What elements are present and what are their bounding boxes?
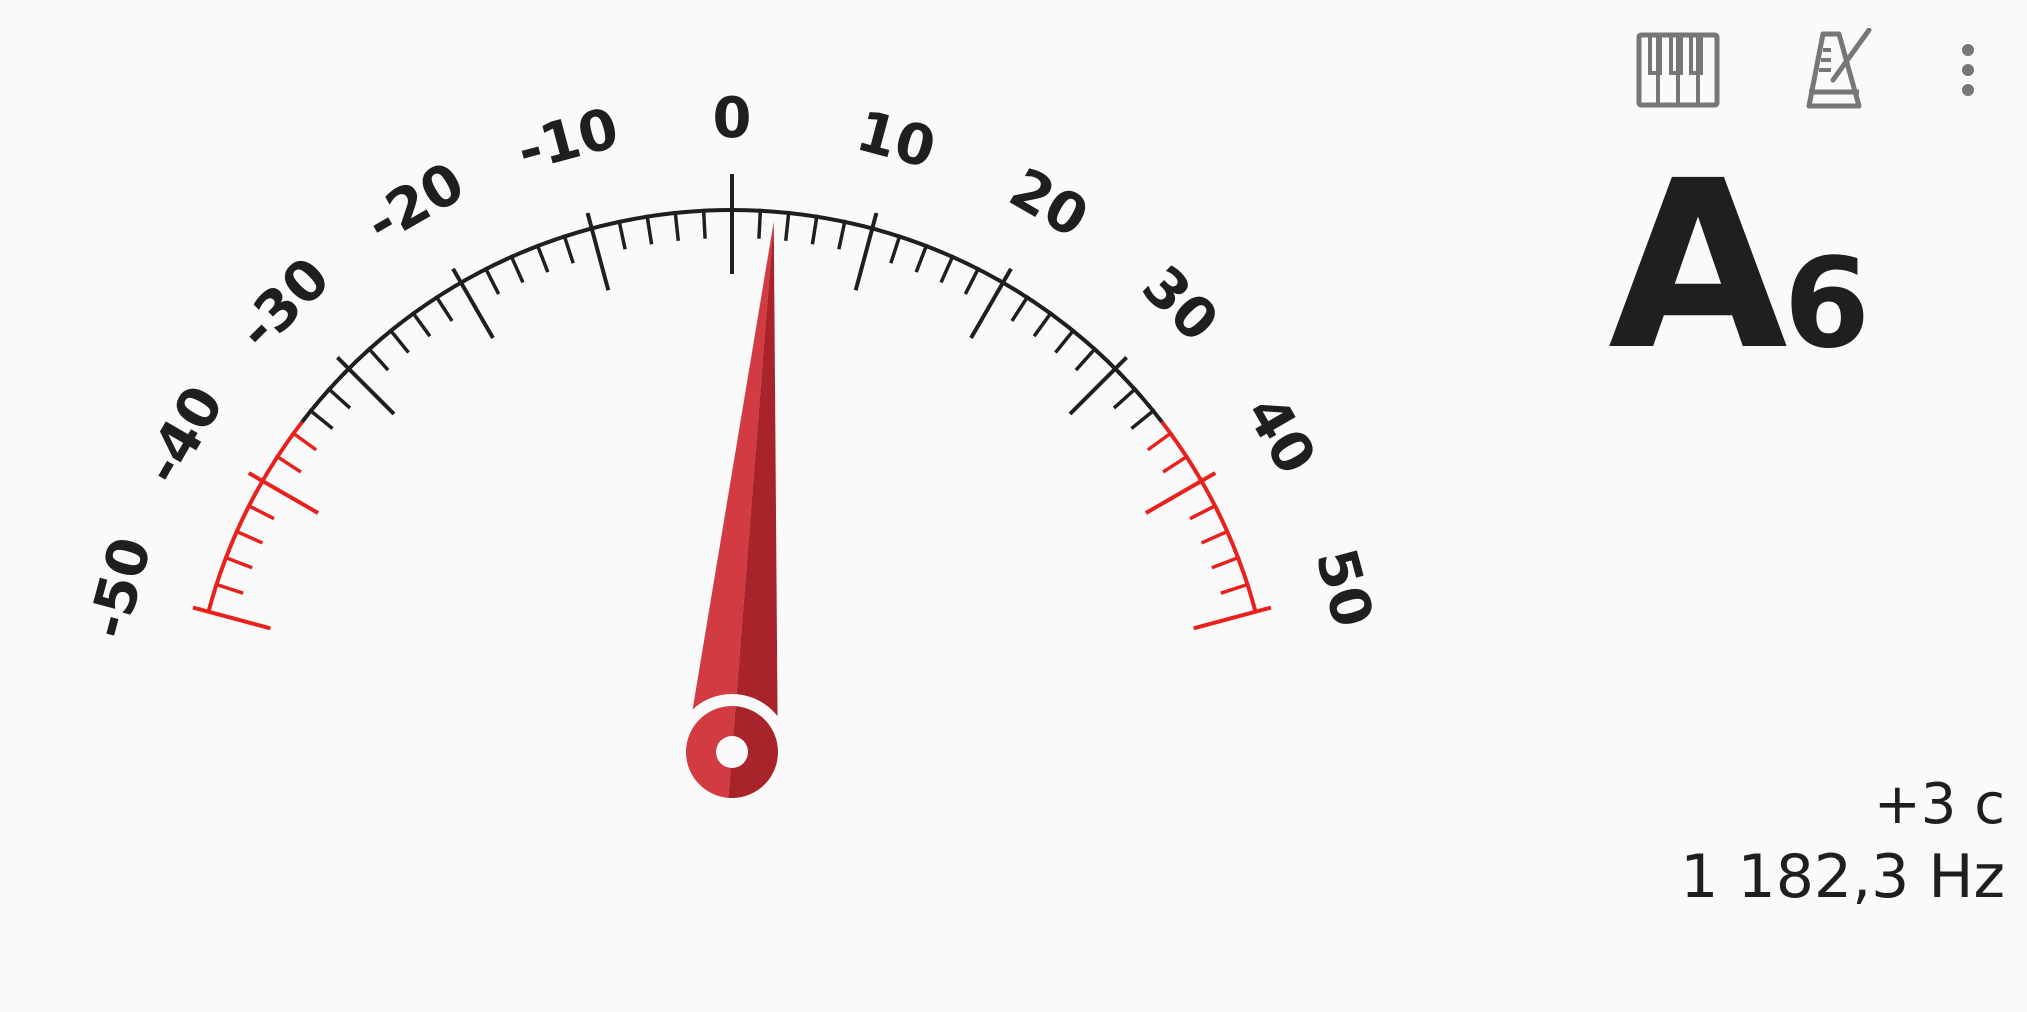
gauge-tick (247, 471, 320, 515)
gauge-tick (274, 454, 302, 474)
gauge-tick (246, 503, 275, 521)
piano-keyboard-icon (1636, 32, 1720, 108)
scale-label: -30 (225, 245, 343, 363)
more-vertical-icon (1962, 44, 1974, 96)
scale-label: -40 (130, 375, 237, 495)
needle-hub-dark (728, 706, 778, 798)
cents-offset: +3 c (1873, 772, 2005, 837)
gauge-tick (810, 214, 819, 245)
scale-label: 10 (850, 99, 942, 182)
gauge-tick (388, 328, 410, 354)
gauge-tick (837, 219, 847, 250)
arc-warning-right (1160, 420, 1258, 613)
detected-note: A6 (1608, 150, 1870, 382)
gauge-tick (451, 267, 495, 340)
scale-label: -10 (511, 96, 626, 185)
gauge-tick (483, 266, 501, 295)
gauge-tick (234, 529, 264, 545)
gauge-tick (969, 267, 1013, 340)
scale-label: 40 (1233, 385, 1328, 485)
needle-blade-dark (732, 221, 778, 756)
gauge-tick (1054, 328, 1076, 354)
gauge-tick (336, 356, 396, 416)
gauge-tick (1220, 582, 1250, 595)
gauge-tick (1074, 346, 1098, 372)
gauge-scale-arc (206, 207, 1258, 613)
gauge-tick (1032, 310, 1054, 338)
arc-warning-left (206, 420, 304, 613)
gauge-tick (1193, 605, 1272, 631)
gauge-tick (673, 210, 681, 241)
gauge-tick (1130, 408, 1156, 430)
gauge-tick (410, 310, 432, 338)
more-options-button[interactable] (1920, 22, 2016, 118)
metronome-button[interactable] (1790, 22, 1886, 118)
gauge-tick (757, 208, 763, 239)
gauge-tick (326, 386, 352, 410)
gauge-tick (1162, 454, 1190, 474)
gauge-tick (1189, 503, 1218, 521)
gauge-ticks (192, 174, 1272, 631)
gauge-tick (1068, 356, 1128, 416)
gauge-tick (1200, 529, 1230, 545)
gauge-tick (963, 266, 981, 295)
gauge-tick (223, 555, 253, 570)
gauge-tick (701, 208, 707, 239)
gauge-tick (1144, 471, 1217, 515)
scale-label: 0 (713, 86, 752, 151)
gauge-tick (214, 582, 244, 595)
needle-blade-light (686, 221, 774, 752)
gauge-tick (509, 254, 525, 284)
scale-label: 50 (1302, 542, 1385, 634)
gauge-tick (308, 408, 334, 430)
gauge-tick (914, 243, 929, 273)
gauge-tick (192, 605, 271, 631)
gauge-tick (290, 430, 318, 452)
metronome-icon (1806, 28, 1872, 109)
scale-label: 30 (1129, 254, 1230, 355)
needle-pivot (716, 736, 748, 768)
scale-label: -50 (76, 531, 165, 646)
frequency-readout: 1 182,3 Hz (1680, 842, 2005, 912)
gauge-tick (645, 214, 654, 245)
gauge-tick (434, 294, 454, 322)
piano-button[interactable] (1630, 22, 1726, 118)
scale-label: 20 (999, 156, 1099, 251)
gauge-tick (853, 212, 879, 291)
gauge-tick (783, 210, 791, 241)
gauge-tick (562, 234, 575, 264)
gauge-tick (939, 254, 955, 284)
needle-hub-light (686, 706, 736, 798)
scale-label: -20 (355, 150, 475, 257)
gauge-tick (535, 243, 550, 273)
gauge-tick (1010, 294, 1030, 322)
gauge-tick (1146, 430, 1174, 452)
arc-center (300, 207, 1164, 424)
gauge-tick (366, 346, 390, 372)
note-letter: A (1608, 131, 1788, 401)
tuner-needle (674, 221, 790, 810)
gauge-tick (617, 219, 627, 250)
gauge-tick (1112, 386, 1138, 410)
gauge-tick (889, 234, 902, 264)
gauge-tick (1211, 555, 1241, 570)
note-octave: 6 (1783, 232, 1870, 376)
gauge-tick (585, 212, 611, 291)
